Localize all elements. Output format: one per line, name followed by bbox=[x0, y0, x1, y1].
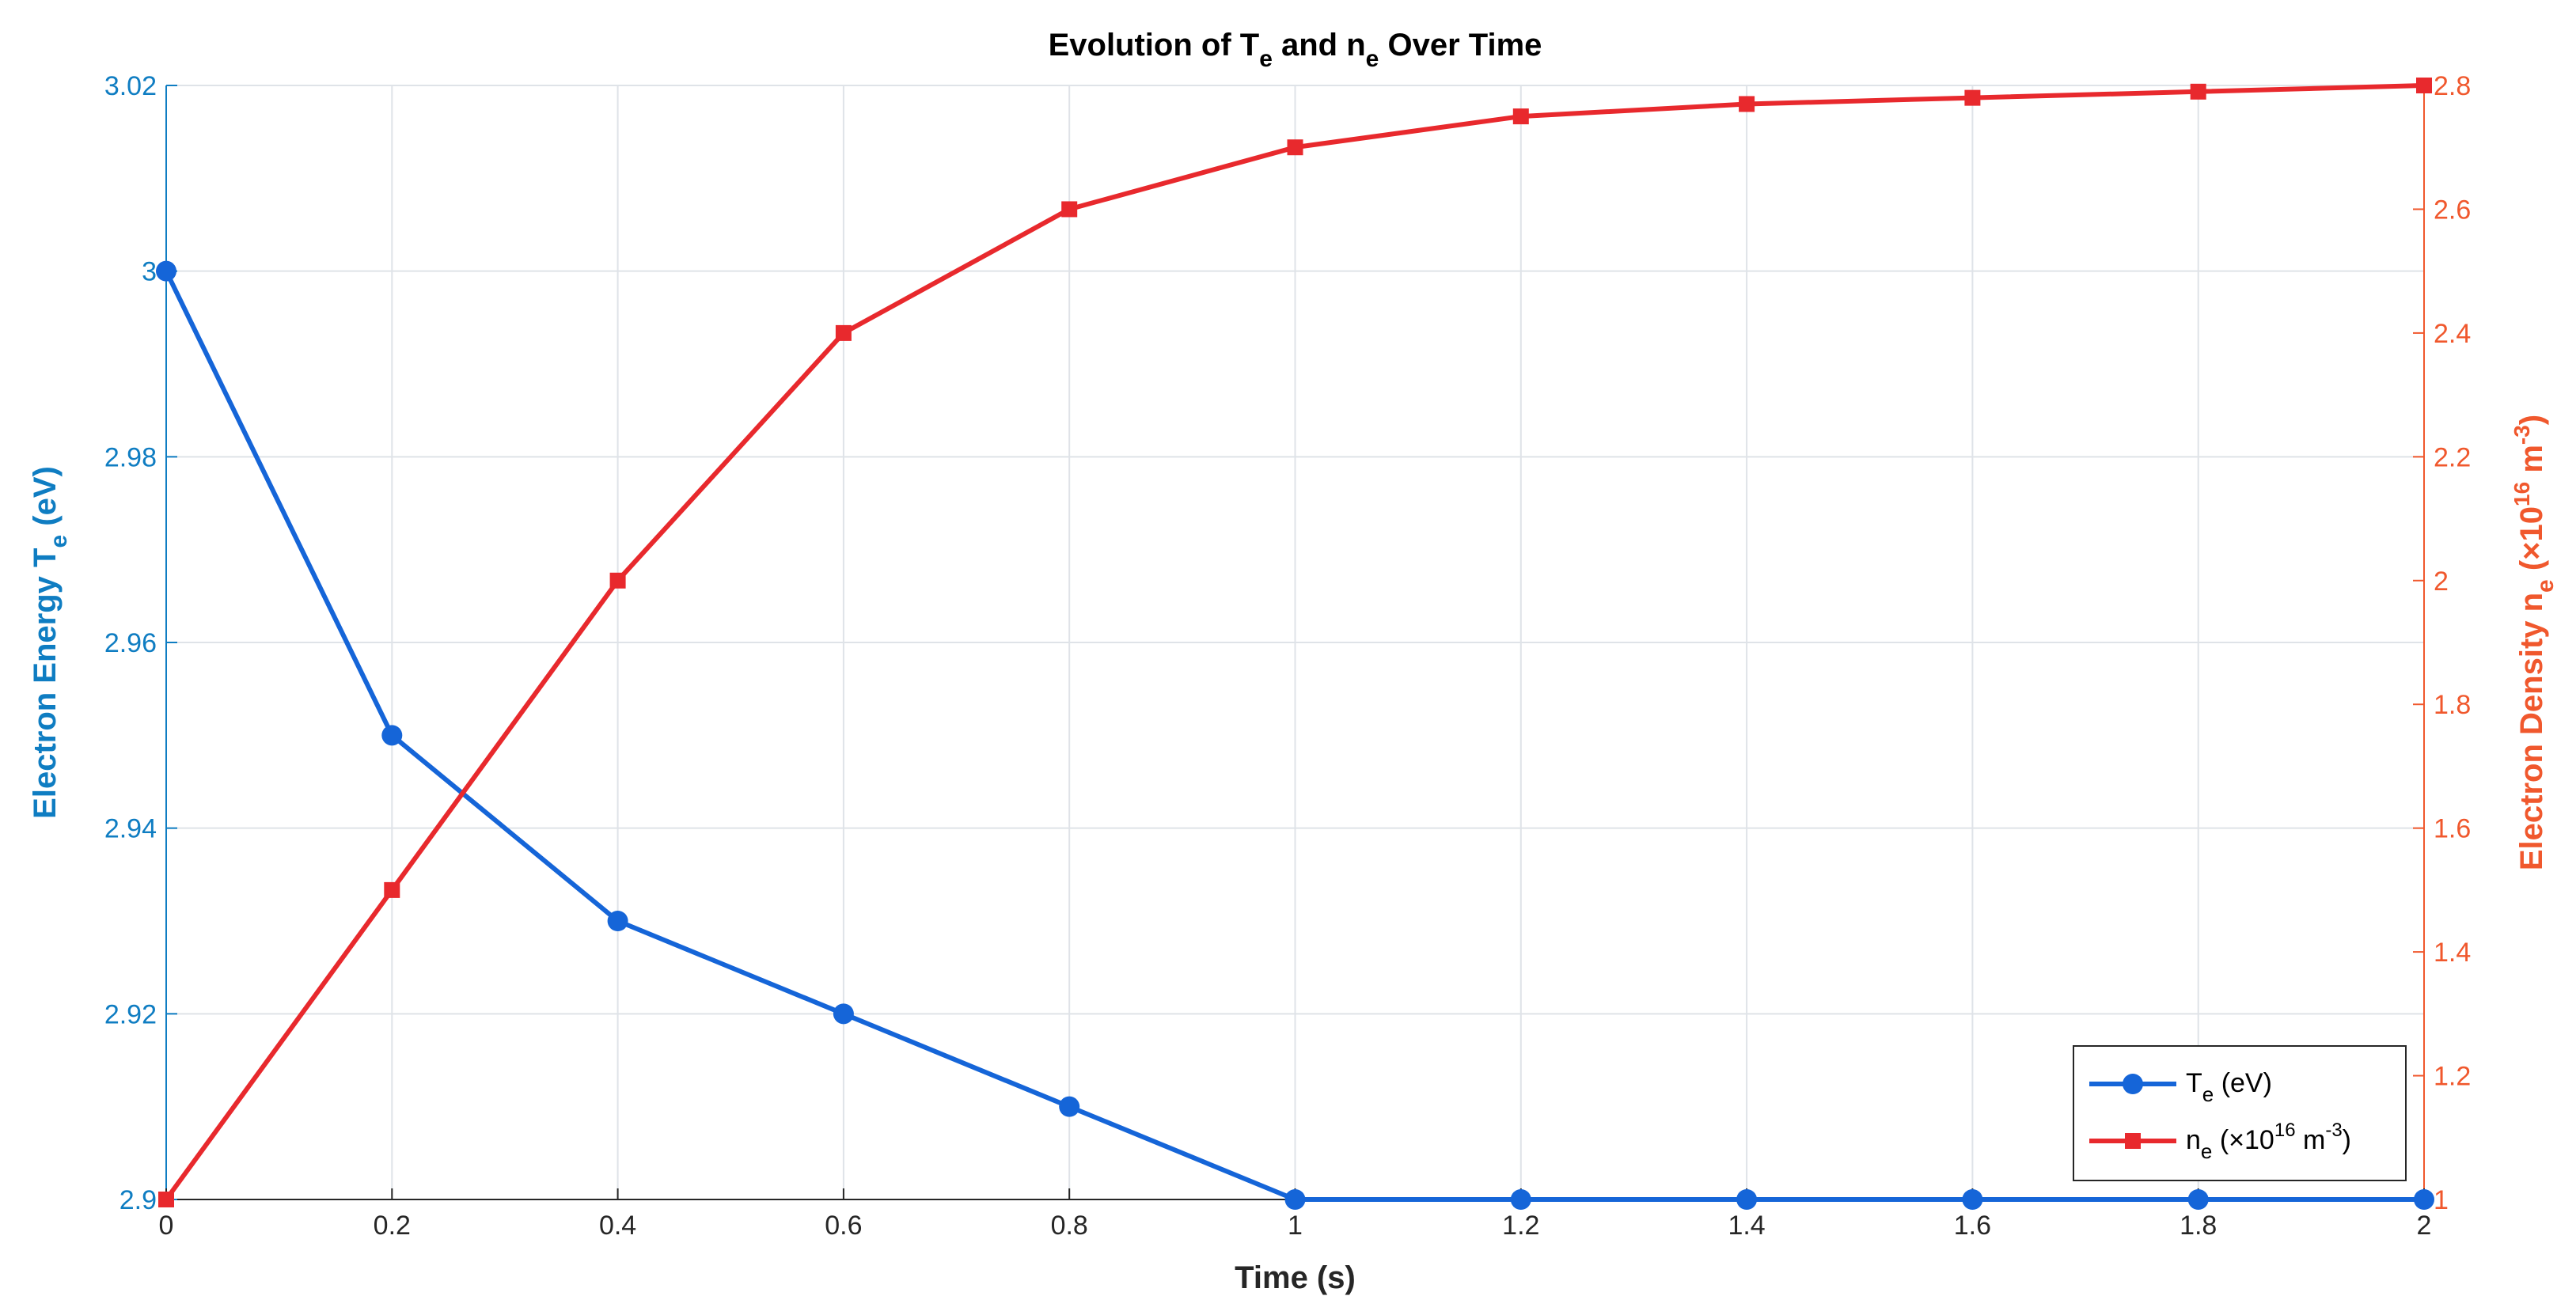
y-left-tick-label-3: 2.96 bbox=[104, 628, 157, 658]
y-axis-left-label: Electron Energy Te (eV) bbox=[28, 466, 72, 819]
series-1-point-2 bbox=[609, 572, 626, 589]
y-right-tick-label-0: 1 bbox=[2434, 1185, 2449, 1215]
series-1-point-4 bbox=[1061, 201, 1078, 218]
grid bbox=[165, 85, 2425, 1200]
series-0-point-7 bbox=[1736, 1189, 1758, 1210]
series-1-point-0 bbox=[158, 1192, 174, 1207]
legend-marker-te bbox=[2123, 1074, 2143, 1094]
axes: 0 0.2 0.4 0.6 0.8 1 1.2 1.4 1.6 1.8 2 2.9 2.92 2.94 2.… bbox=[104, 71, 2471, 1241]
y-left-tick-label-1: 2.92 bbox=[104, 999, 157, 1029]
series-layer bbox=[156, 78, 2434, 1210]
series-1-point-8 bbox=[1964, 89, 1981, 106]
y-axis-right-label: Electron Density ne (×1016 m-3) bbox=[2510, 415, 2559, 870]
series-1-point-10 bbox=[2416, 78, 2432, 93]
series-0-point-8 bbox=[1962, 1189, 1983, 1210]
y-right-tick-label-9: 2.8 bbox=[2434, 71, 2471, 101]
series-0-point-5 bbox=[1284, 1189, 1306, 1210]
y-right-tick-label-1: 1.2 bbox=[2434, 1062, 2471, 1092]
legend-marker-ne bbox=[2125, 1133, 2141, 1149]
x-tick-label-7: 1.4 bbox=[1728, 1211, 1765, 1241]
y-right-tick-label-7: 2.4 bbox=[2434, 319, 2471, 349]
series-0-point-0 bbox=[156, 260, 176, 282]
legend-box bbox=[2073, 1045, 2407, 1181]
y-left-tick-label-5: 3 bbox=[142, 257, 157, 287]
y-right-tick-label-4: 1.8 bbox=[2434, 690, 2471, 720]
y-right-tick-label-2: 1.4 bbox=[2434, 938, 2471, 968]
x-tick-label-8: 1.6 bbox=[1954, 1211, 1991, 1241]
legend: Te (eV) ne (×1016 m-3) bbox=[2073, 1045, 2407, 1181]
y-left-tick-label-6: 3.02 bbox=[104, 71, 157, 101]
series-1-point-1 bbox=[384, 881, 400, 898]
series-0-point-4 bbox=[1059, 1096, 1080, 1117]
x-tick-label-2: 0.4 bbox=[599, 1211, 636, 1241]
series-0-point-10 bbox=[2414, 1189, 2434, 1210]
y-right-tick-label-8: 2.6 bbox=[2434, 195, 2471, 225]
legend-item-te: Te (eV) bbox=[2089, 1068, 2272, 1106]
x-tick-label-4: 0.8 bbox=[1051, 1211, 1088, 1241]
y-left-tick-label-2: 2.94 bbox=[104, 814, 157, 844]
x-tick-label-1: 0.2 bbox=[374, 1211, 411, 1241]
y-left-tick-label-0: 2.9 bbox=[120, 1185, 157, 1215]
x-tick-label-0: 0 bbox=[159, 1211, 174, 1241]
series-0-point-9 bbox=[2187, 1189, 2209, 1210]
series-1-point-5 bbox=[1287, 139, 1303, 156]
y-right-tick-label-6: 2.2 bbox=[2434, 442, 2471, 472]
legend-label-ne: ne (×1016 m-3) bbox=[2186, 1120, 2351, 1163]
series-0-point-3 bbox=[833, 1003, 854, 1025]
y-right-tick-label-5: 2 bbox=[2434, 567, 2449, 597]
x-axis-label: Time (s) bbox=[1235, 1260, 1356, 1295]
y-left-tick-label-4: 2.98 bbox=[104, 442, 157, 472]
series-1-point-6 bbox=[1512, 108, 1529, 125]
series-1-point-3 bbox=[835, 324, 852, 341]
x-tick-label-10: 2 bbox=[2417, 1211, 2432, 1241]
series-0-point-2 bbox=[607, 911, 628, 931]
x-tick-label-5: 1 bbox=[1288, 1211, 1303, 1241]
series-1-point-7 bbox=[1739, 96, 1755, 112]
x-tick-label-6: 1.2 bbox=[1502, 1211, 1539, 1241]
y-right-tick-label-3: 1.6 bbox=[2434, 814, 2471, 844]
series-0-point-6 bbox=[1510, 1189, 1531, 1210]
x-tick-label-3: 0.6 bbox=[825, 1211, 862, 1241]
legend-label-te: Te (eV) bbox=[2186, 1068, 2272, 1106]
chart-title: Evolution of Te and ne Over Time bbox=[1049, 28, 1542, 72]
x-tick-label-9: 1.8 bbox=[2180, 1211, 2217, 1241]
series-1-point-9 bbox=[2190, 83, 2206, 100]
series-0-point-1 bbox=[381, 725, 403, 746]
legend-item-ne: ne (×1016 m-3) bbox=[2089, 1120, 2351, 1163]
